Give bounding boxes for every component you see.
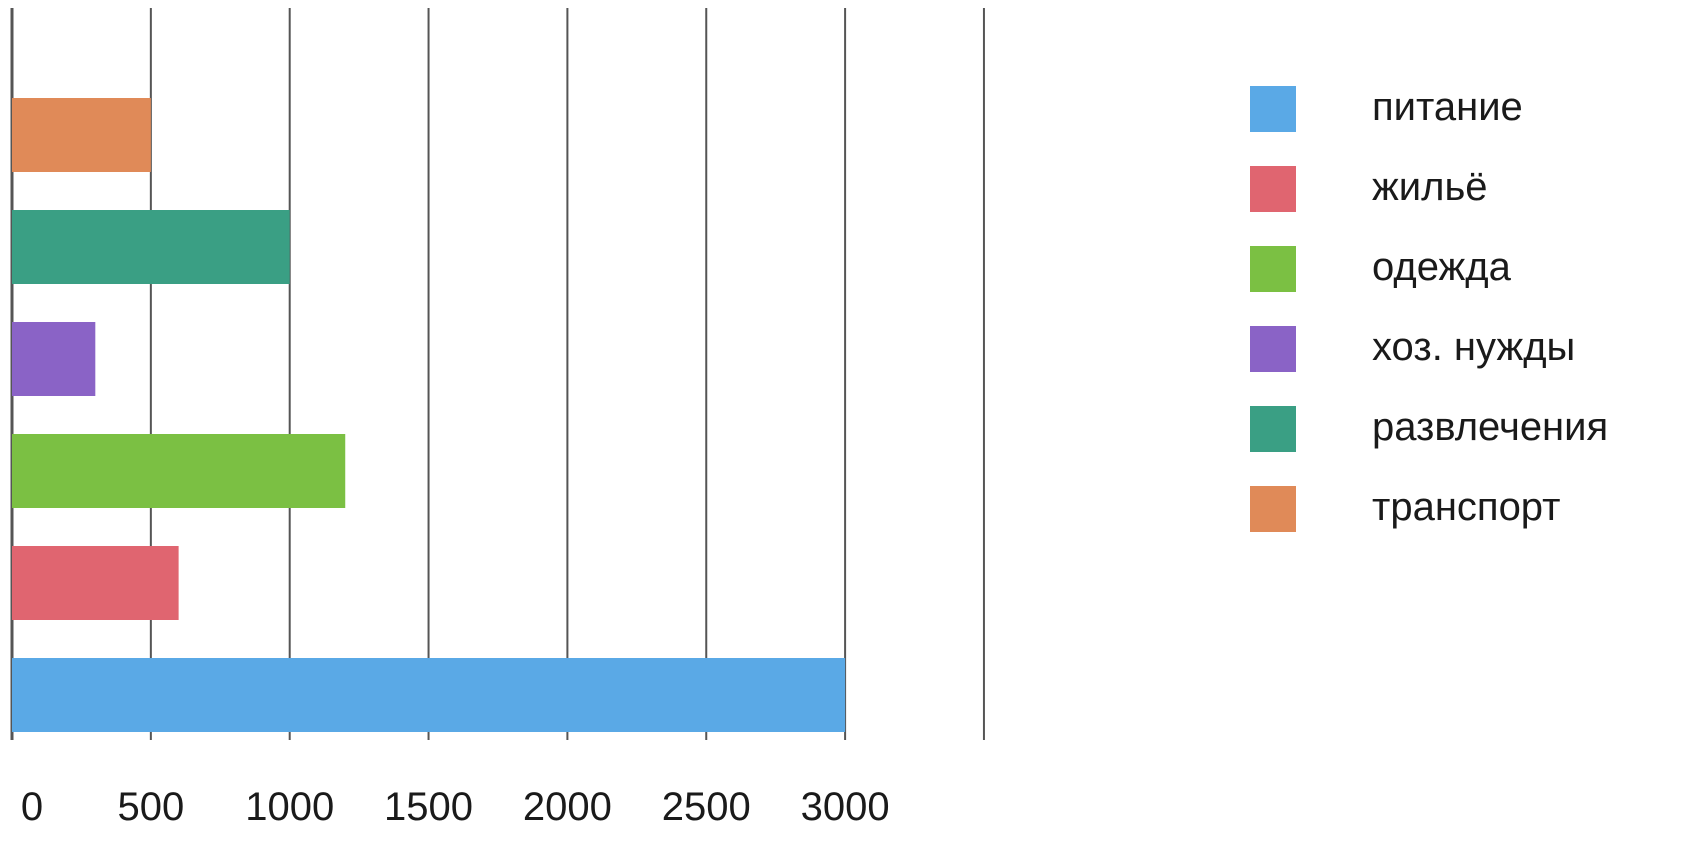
x-tick-label: 3000 — [801, 785, 890, 829]
grid-lines — [10, 8, 985, 740]
legend-label: одежда — [1372, 245, 1512, 289]
x-tick-label: 500 — [117, 785, 184, 829]
bars — [12, 98, 846, 732]
legend-swatch — [1250, 86, 1296, 132]
legend-label: хоз. нужды — [1372, 325, 1575, 369]
legend-swatch — [1250, 486, 1296, 532]
bar-3 — [12, 434, 346, 508]
legend-label: транспорт — [1372, 485, 1561, 529]
x-axis-ticks: 0 500 1000 1500 2000 2500 3000 — [21, 785, 890, 829]
x-tick-label: 1500 — [384, 785, 473, 829]
bar-4 — [12, 322, 96, 396]
x-tick-label: 2000 — [523, 785, 612, 829]
bar-6 — [12, 98, 151, 172]
legend-label: жильё — [1372, 165, 1488, 209]
legend-swatch — [1250, 326, 1296, 372]
x-tick-label: 1000 — [245, 785, 334, 829]
x-tick-label: 0 — [21, 785, 43, 829]
bar-5 — [12, 210, 290, 284]
legend-swatch — [1250, 406, 1296, 452]
legend-label: питание — [1372, 85, 1523, 129]
bar-1 — [12, 658, 846, 732]
x-tick-label: 2500 — [662, 785, 751, 829]
bar-2 — [12, 546, 179, 620]
legend-swatch — [1250, 166, 1296, 212]
legend-swatch — [1250, 246, 1296, 292]
legend: питание жильё одежда хоз. нужды развлечения т… — [1250, 85, 1608, 532]
legend-label: развлечения — [1372, 405, 1608, 449]
